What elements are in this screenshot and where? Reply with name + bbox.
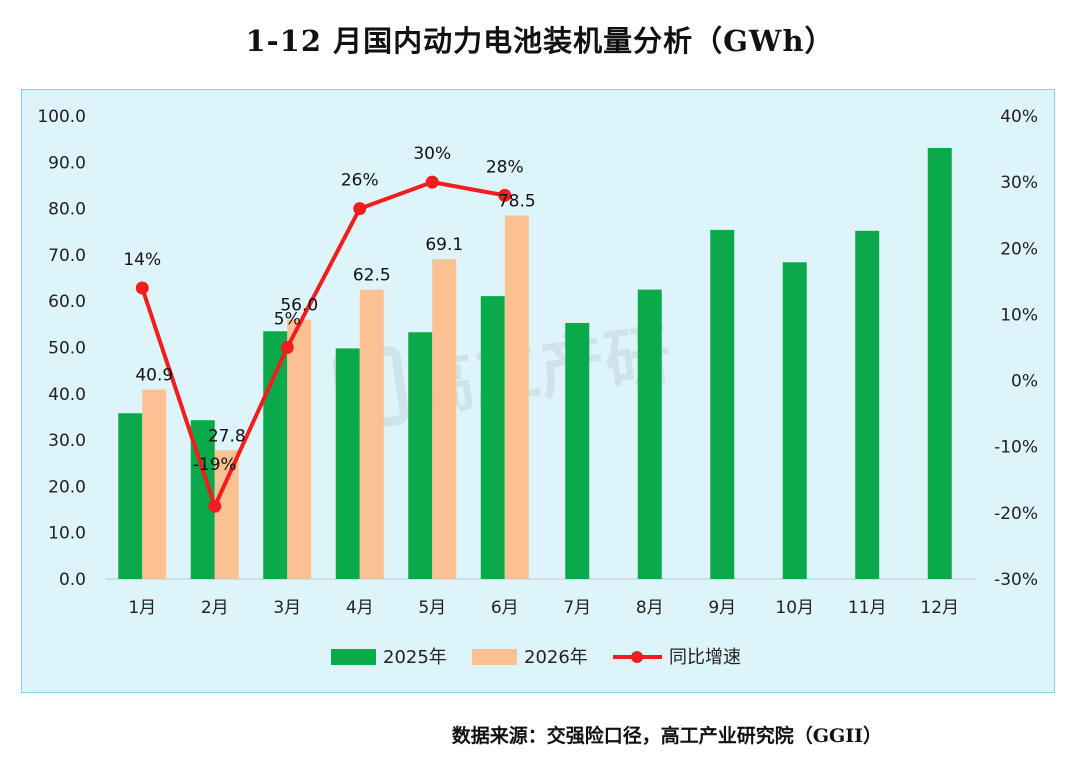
bar-2025 — [565, 322, 590, 579]
x-tick-label: 4月 — [346, 598, 374, 618]
y-left-tick-label: 50.0 — [48, 339, 86, 359]
bar-2026 — [287, 319, 312, 579]
bar-2026 — [359, 289, 384, 579]
bar-2025 — [782, 262, 807, 579]
bar-2025 — [855, 230, 880, 579]
bar-2026 — [504, 215, 529, 580]
y-left-tick-label: 90.0 — [48, 153, 86, 173]
yoy-value-label: 14% — [123, 250, 161, 270]
bar-2025 — [408, 332, 433, 579]
bar-2026 — [214, 450, 239, 579]
y-left-tick-label: 20.0 — [48, 477, 86, 497]
yoy-point — [280, 341, 294, 354]
bar-2026-value-label: 62.5 — [353, 266, 391, 286]
legend-swatch-2025 — [331, 649, 376, 665]
y-right-tick-label: 30% — [1000, 173, 1038, 193]
bar-2025 — [637, 289, 662, 579]
y-left-tick-label: 0.0 — [59, 570, 86, 590]
chart-panel — [21, 89, 1055, 693]
bar-2025 — [927, 147, 952, 579]
bar-2025 — [480, 296, 505, 579]
legend-marker-yoy — [631, 651, 643, 663]
x-tick-label: 2月 — [201, 598, 229, 618]
x-tick-label: 9月 — [708, 598, 736, 618]
x-tick-label: 10月 — [775, 598, 814, 618]
x-tick-label: 11月 — [848, 598, 887, 618]
yoy-point — [498, 188, 512, 202]
yoy-value-label: 28% — [486, 157, 524, 177]
y-left-tick-label: 30.0 — [48, 431, 86, 451]
chart-title: 1-12 月国内动力电池装机量分析（GWh） — [245, 24, 835, 58]
y-right-tick-label: 20% — [1000, 239, 1038, 259]
y-left-tick-label: 60.0 — [48, 292, 86, 312]
yoy-point — [208, 499, 222, 513]
bar-2026-value-label: 78.5 — [498, 192, 536, 212]
x-tick-label: 12月 — [920, 598, 959, 618]
legend-label-yoy: 同比增速 — [669, 647, 741, 668]
bar-2025 — [118, 413, 143, 579]
bar-2026-value-label: 27.8 — [208, 426, 246, 446]
bar-2025 — [335, 348, 360, 579]
y-right-tick-label: 0% — [1011, 372, 1038, 392]
bar-2025 — [710, 229, 735, 579]
x-tick-label: 1月 — [128, 598, 156, 618]
y-left-tick-label: 10.0 — [48, 524, 86, 544]
bar-2026-value-label: 69.1 — [425, 235, 463, 255]
y-right-tick-label: -30% — [994, 570, 1038, 590]
bar-2026-value-label: 56.0 — [280, 296, 318, 316]
yoy-value-label: 30% — [413, 144, 451, 164]
x-tick-label: 7月 — [563, 598, 591, 618]
legend-label-2026: 2026年 — [524, 647, 588, 668]
legend-swatch-2026 — [472, 649, 517, 665]
source-note: 数据来源：交强险口径，高工产业研究院（GGII） — [451, 725, 882, 747]
y-right-tick-label: 40% — [1000, 107, 1038, 127]
bar-2026 — [142, 389, 167, 579]
y-left-tick-label: 80.0 — [48, 200, 86, 220]
x-tick-label: 3月 — [273, 598, 301, 618]
y-right-tick-label: 10% — [1000, 305, 1038, 325]
y-left-tick-label: 100.0 — [37, 107, 86, 127]
yoy-line — [140, 180, 506, 509]
y-right-tick-label: -10% — [994, 438, 1038, 458]
x-tick-label: 8月 — [636, 598, 664, 618]
y-left-tick-label: 40.0 — [48, 385, 86, 405]
y-right-tick-label: -20% — [994, 504, 1038, 524]
x-tick-label: 5月 — [418, 598, 446, 618]
yoy-value-label: -19% — [193, 455, 237, 475]
bar-2025 — [263, 331, 288, 579]
bar-2026 — [432, 259, 457, 579]
y-left-tick-label: 70.0 — [48, 246, 86, 266]
yoy-point — [353, 202, 367, 216]
yoy-point — [425, 175, 439, 189]
yoy-value-label: 26% — [341, 171, 379, 191]
bar-2026-value-label: 40.9 — [135, 366, 173, 386]
legend-label-2025: 2025年 — [383, 647, 447, 668]
yoy-point — [135, 281, 149, 295]
yoy-value-label: 5% — [274, 310, 301, 330]
x-tick-label: 6月 — [491, 598, 519, 618]
